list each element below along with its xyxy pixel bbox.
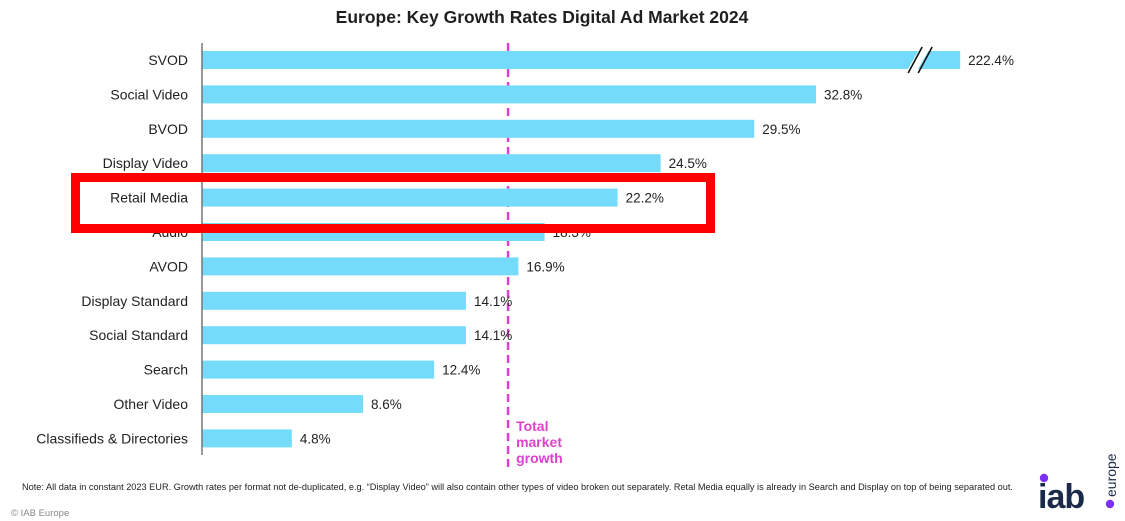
value-label: 8.6% bbox=[371, 397, 402, 412]
category-label: SVOD bbox=[148, 52, 188, 68]
bar-retail-media bbox=[202, 188, 618, 207]
logo-europe-text: europe bbox=[1103, 453, 1119, 497]
total-market-growth-label: Total bbox=[516, 418, 548, 434]
value-label: 12.4% bbox=[442, 363, 480, 378]
bar-svod bbox=[202, 51, 961, 69]
category-label: Social Standard bbox=[89, 327, 188, 343]
axis-break-mark bbox=[917, 46, 933, 74]
category-label: BVOD bbox=[148, 121, 188, 137]
bar-classifieds-directories bbox=[202, 429, 292, 448]
logo-i-dot bbox=[1039, 473, 1049, 483]
category-label: Search bbox=[144, 362, 188, 378]
footnote: Note: All data in constant 2023 EUR. Gro… bbox=[22, 482, 1013, 492]
value-label: 24.5% bbox=[669, 156, 707, 171]
bar-bvod bbox=[202, 119, 755, 138]
iab-europe-logo: iab europe bbox=[1038, 453, 1119, 515]
value-label: 29.5% bbox=[762, 122, 800, 137]
copyright: © IAB Europe bbox=[11, 508, 70, 519]
value-label: 4.8% bbox=[300, 431, 331, 446]
bar-display-video bbox=[202, 154, 661, 173]
category-label: Display Video bbox=[103, 155, 189, 171]
category-label: Retail Media bbox=[110, 190, 188, 206]
chart-title: Europe: Key Growth Rates Digital Ad Mark… bbox=[335, 7, 749, 27]
total-market-growth-label: market bbox=[516, 434, 562, 450]
category-label: Classifieds & Directories bbox=[36, 430, 188, 446]
category-label: Audio bbox=[152, 224, 188, 240]
category-label: Other Video bbox=[114, 396, 189, 412]
total-market-growth-label: growth bbox=[516, 450, 563, 466]
bar-social-standard bbox=[202, 326, 466, 345]
category-label: Display Standard bbox=[81, 293, 188, 309]
value-label: 18.3% bbox=[553, 225, 591, 240]
logo-iab-text: iab bbox=[1038, 478, 1084, 515]
value-label: 16.9% bbox=[526, 259, 564, 274]
bar-social-video bbox=[202, 85, 817, 104]
bar-audio bbox=[202, 223, 545, 241]
logo-europe-dot bbox=[1105, 499, 1115, 509]
value-label: 222.4% bbox=[968, 53, 1014, 68]
category-label: Social Video bbox=[110, 86, 188, 102]
value-label: 14.1% bbox=[474, 328, 512, 343]
bar-display-standard bbox=[202, 291, 466, 310]
value-label: 14.1% bbox=[474, 294, 512, 309]
bar-avod bbox=[202, 257, 519, 276]
bar-other-video bbox=[202, 395, 363, 413]
axis-break-mark bbox=[907, 46, 923, 74]
category-label: AVOD bbox=[149, 258, 188, 274]
value-label: 22.2% bbox=[626, 191, 664, 206]
value-label: 32.8% bbox=[824, 87, 862, 102]
bar-search bbox=[202, 360, 435, 379]
